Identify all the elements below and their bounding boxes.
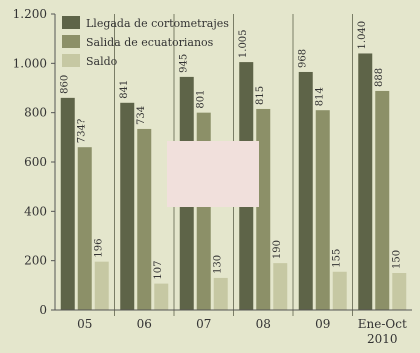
- data-labels: 860 734? 196 841 734 107 945 801 130 1.005 815 190 9…: [60, 21, 403, 280]
- bar: [273, 263, 288, 310]
- data-label: 1.040: [357, 21, 368, 50]
- data-label: 888: [374, 68, 385, 87]
- data-label: 150: [391, 250, 402, 269]
- x-tick-label: 09: [315, 317, 330, 331]
- bar: [213, 277, 228, 310]
- bar: [375, 90, 390, 311]
- x-tick-label: 08: [256, 317, 271, 331]
- data-label: 841: [119, 80, 130, 99]
- data-label: 945: [179, 54, 190, 73]
- bar: [392, 273, 407, 310]
- bar: [332, 271, 347, 310]
- data-label: 196: [94, 239, 105, 258]
- legend-label: Salida de ecuatorianos: [86, 36, 214, 49]
- legend-label: Saldo: [86, 55, 118, 68]
- y-tick-label: 0: [39, 303, 47, 317]
- legend-swatch: [62, 54, 80, 67]
- data-label: 860: [60, 75, 71, 94]
- data-label: 968: [298, 49, 309, 68]
- y-tick-label: 600: [24, 155, 47, 169]
- legend-label: Llegada de cortometrajes: [86, 17, 229, 30]
- data-label: 815: [255, 86, 266, 105]
- bar: [120, 102, 135, 310]
- data-label: 107: [153, 261, 164, 280]
- bar: [77, 147, 92, 310]
- data-label: 734?: [77, 119, 88, 143]
- occlusion-box: [167, 141, 259, 207]
- data-label: 130: [213, 255, 224, 274]
- legend-swatch: [62, 35, 80, 48]
- bar: [137, 128, 152, 310]
- y-axis: 0 200 400 600 800 1.000 1.200: [13, 7, 56, 317]
- x-tick-label: 07: [196, 317, 211, 331]
- legend: Llegada de cortometrajes Salida de ecuato…: [62, 16, 229, 68]
- bar: [94, 261, 109, 310]
- x-tick-label: 05: [77, 317, 92, 331]
- y-tick-label: 1.200: [13, 7, 47, 21]
- data-label: 801: [196, 90, 207, 109]
- bar: [256, 108, 271, 310]
- x-tick-label: Ene-Oct: [358, 317, 407, 331]
- bar: [298, 71, 313, 310]
- data-label: 814: [315, 87, 326, 106]
- bar: [358, 53, 373, 310]
- y-tick-label: 200: [24, 254, 47, 268]
- x-tick-label: 2010: [367, 332, 398, 346]
- bar: [315, 110, 330, 310]
- data-label: 734: [136, 106, 147, 125]
- y-tick-label: 800: [24, 106, 47, 120]
- x-tick-label: 06: [137, 317, 152, 331]
- legend-swatch: [62, 16, 80, 29]
- data-label: 1.005: [238, 29, 249, 58]
- bar: [60, 97, 75, 310]
- y-tick-label: 1.000: [13, 56, 47, 70]
- data-label: 155: [332, 249, 343, 268]
- y-tick-label: 400: [24, 204, 47, 218]
- bar: [154, 283, 169, 310]
- data-label: 190: [272, 240, 283, 259]
